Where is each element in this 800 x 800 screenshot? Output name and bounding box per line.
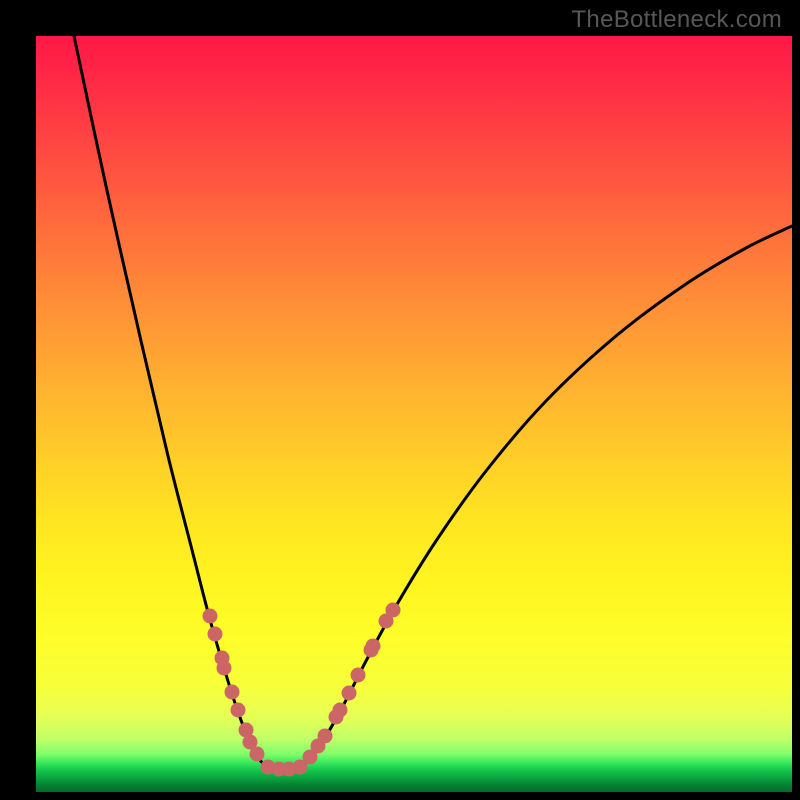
- bottleneck-curve: [74, 36, 792, 770]
- marker-dot: [231, 703, 246, 718]
- marker-dot: [342, 686, 357, 701]
- marker-dot: [217, 661, 232, 676]
- marker-dot: [366, 639, 381, 654]
- marker-dot: [208, 627, 223, 642]
- watermark-text: TheBottleneck.com: [571, 6, 782, 34]
- marker-dot: [351, 668, 366, 683]
- marker-dot: [386, 603, 401, 618]
- marker-dot: [203, 609, 218, 624]
- marker-dot: [333, 703, 348, 718]
- marker-dot: [225, 685, 240, 700]
- chart-canvas: TheBottleneck.com: [0, 0, 800, 800]
- plot-area: [36, 36, 792, 792]
- curve-markers: [203, 603, 401, 777]
- marker-dot: [318, 729, 333, 744]
- marker-dot: [250, 747, 265, 762]
- curve-layer: [36, 36, 792, 792]
